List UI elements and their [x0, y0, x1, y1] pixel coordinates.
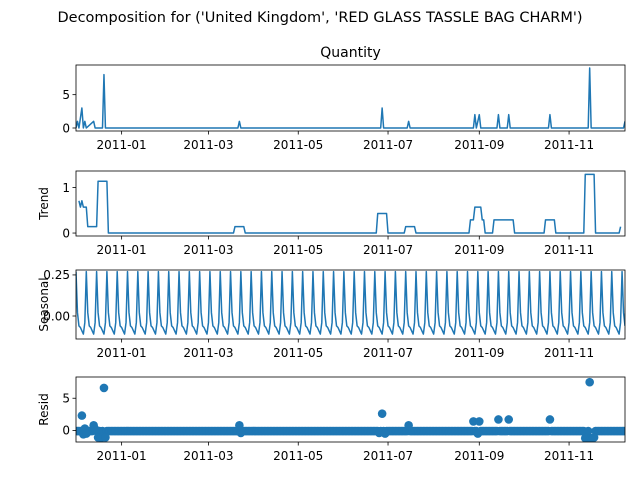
resid-point: [504, 415, 514, 424]
resid-point: [236, 428, 246, 438]
x-tick-label: 2011-01: [97, 243, 147, 257]
x-tick-label: 2011-01: [97, 346, 147, 360]
panel-title: Quantity: [320, 45, 381, 61]
resid-point: [82, 429, 91, 438]
x-tick-label: 2011-09: [454, 138, 504, 152]
x-tick-label: 2011-05: [273, 346, 323, 360]
series-line: [76, 270, 625, 335]
x-tick-label: 2011-09: [454, 449, 504, 463]
resid-point: [404, 420, 413, 430]
x-tick-label: 2011-05: [273, 449, 323, 463]
y-tick-label: 0.00: [43, 309, 70, 323]
data-layer: [76, 270, 625, 335]
x-tick-label: 2011-11: [544, 138, 594, 152]
resid-point: [235, 420, 244, 430]
resid-point: [469, 417, 478, 426]
x-tick-label: 2011-09: [454, 346, 504, 360]
resid-point: [380, 429, 390, 438]
y-tick-label: 5: [62, 88, 70, 102]
y-tick-label: 5: [62, 392, 70, 406]
series-line: [78, 173, 622, 234]
panel-3: 2011-01 2011-03 2011-05 2011-07 2011-09 2011-…: [37, 268, 626, 360]
resid-point: [101, 433, 110, 442]
axes-frame: [75, 269, 626, 340]
y-tick-label: 0.25: [43, 268, 70, 282]
x-tick-label: 2011-11: [544, 346, 594, 360]
x-tick-label: 2011-07: [363, 346, 413, 360]
data-layer: [76, 67, 625, 129]
resid-point: [589, 433, 599, 442]
x-tick-label: 2011-01: [97, 138, 147, 152]
resid-point: [377, 409, 387, 418]
y-tick-label: 0: [62, 226, 70, 240]
x-tick-label: 2011-03: [183, 243, 233, 257]
data-layer: [76, 377, 625, 442]
data-layer: [78, 173, 622, 234]
x-tick-label: 2011-11: [544, 449, 594, 463]
resid-point: [545, 415, 555, 424]
resid-point: [585, 377, 594, 387]
y-axis-label: Trend: [37, 187, 51, 221]
x-tick-label: 2011-07: [363, 138, 413, 152]
resid-point: [77, 411, 87, 420]
axes-frame: [75, 376, 626, 443]
resid-point: [473, 429, 483, 438]
x-tick-label: 2011-03: [183, 346, 233, 360]
x-tick-label: 2011-07: [363, 243, 413, 257]
x-tick-label: 2011-11: [544, 243, 594, 257]
y-tick-label: 0: [62, 424, 70, 438]
panel-1: 2011-01 2011-03 2011-05 2011-07 2011-09 2011-…: [62, 45, 626, 152]
x-tick-label: 2011-05: [273, 243, 323, 257]
resid-point: [90, 424, 100, 434]
y-axis-label: Resid: [37, 393, 51, 425]
panel-2: 2011-01 2011-03 2011-05 2011-07 2011-09 2011-…: [37, 170, 626, 257]
panel-4: 2011-01 2011-03 2011-05 2011-07 2011-09 2011-…: [37, 376, 626, 463]
x-tick-label: 2011-07: [363, 449, 413, 463]
resid-point: [583, 426, 593, 436]
x-tick-label: 2011-03: [183, 138, 233, 152]
x-tick-label: 2011-03: [183, 449, 233, 463]
series-line: [76, 67, 625, 129]
resid-point: [99, 383, 109, 393]
x-tick-label: 2011-01: [97, 449, 147, 463]
figure-suptitle: Decomposition for ('United Kingdom', 'RE…: [58, 10, 583, 26]
y-tick-label: 0: [62, 121, 70, 135]
x-tick-label: 2011-05: [273, 138, 323, 152]
resid-point: [620, 426, 625, 436]
y-axis-label: Seasonal: [37, 277, 51, 331]
axes-frame: [75, 64, 626, 132]
axes-frame: [75, 170, 626, 237]
resid-point: [494, 415, 503, 424]
x-tick-label: 2011-09: [454, 243, 504, 257]
y-tick-label: 1: [62, 181, 70, 195]
resid-point: [474, 417, 484, 426]
